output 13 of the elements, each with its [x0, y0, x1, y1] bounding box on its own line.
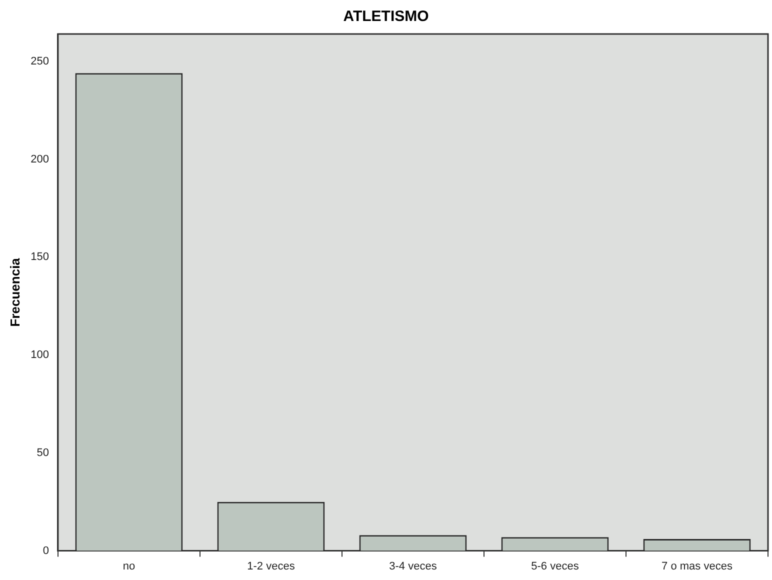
y-tick-label: 150 [30, 251, 49, 264]
y-tick-label: 250 [30, 55, 49, 68]
y-tick-label: 100 [30, 349, 49, 362]
y-axis-title: Frecuencia [7, 257, 22, 327]
y-tick-label: 50 [36, 446, 49, 459]
y-tick-label: 200 [30, 153, 49, 166]
x-tick-label: 3-4 veces [389, 560, 438, 572]
x-tick-label: 1-2 veces [247, 560, 296, 572]
y-tick-label: 0 [42, 544, 49, 557]
x-tick-label: 7 o mas veces [662, 560, 733, 572]
x-tick-label: no [122, 560, 136, 572]
chart-title: ATLETISMO [343, 8, 430, 26]
x-tick-label: 5-6 veces [531, 560, 580, 572]
